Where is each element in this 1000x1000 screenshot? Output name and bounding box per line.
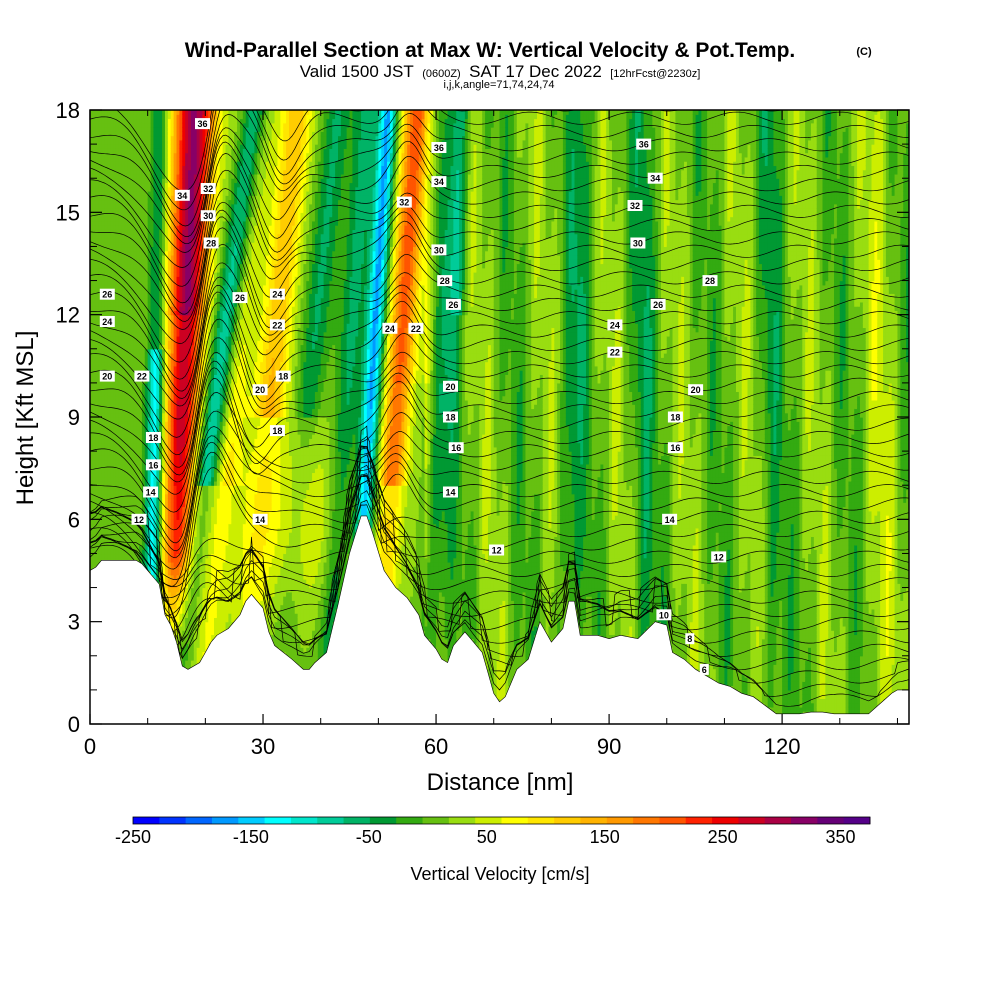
- chart-title-suffix: (C): [856, 46, 872, 58]
- chart-title: Wind-Parallel Section at Max W: Vertical…: [185, 39, 796, 62]
- vertical-section-figure: Wind-Parallel Section at Max W: Vertical…: [0, 0, 1000, 1000]
- forecast-info: [12hrFcst@2230z]: [610, 68, 700, 80]
- vertical-velocity-field: [90, 110, 910, 716]
- valid-time: Valid 1500 JST: [300, 62, 414, 81]
- section-indices: i,j,k,angle=71,74,24,74: [443, 79, 554, 91]
